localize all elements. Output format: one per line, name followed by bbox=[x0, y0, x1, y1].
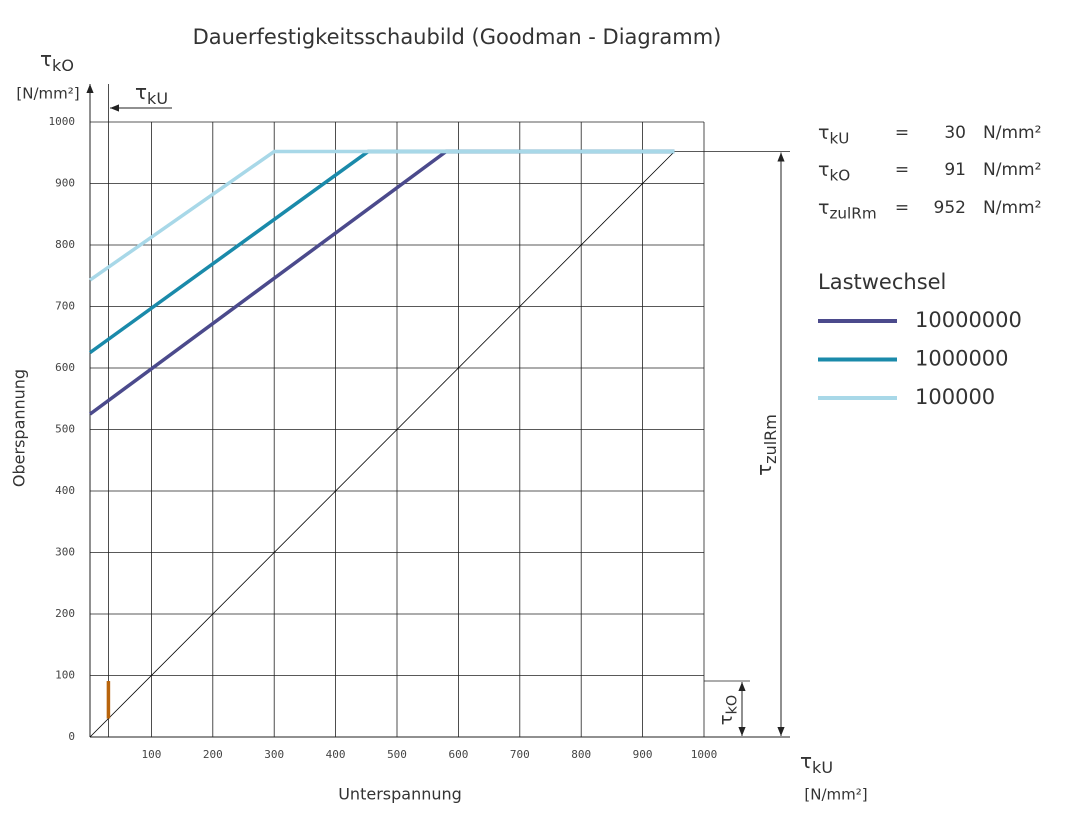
equals: = bbox=[895, 160, 909, 180]
x-tick-label: 800 bbox=[571, 748, 591, 761]
y-tick-label: 300 bbox=[55, 546, 75, 559]
parameter-unit: N/mm² bbox=[983, 123, 1041, 143]
x-tick-label: 600 bbox=[448, 748, 468, 761]
parameter-value: 952 bbox=[934, 198, 966, 218]
equals: = bbox=[895, 123, 909, 143]
x-tick-label: 100 bbox=[141, 748, 161, 761]
equals: = bbox=[895, 198, 909, 218]
legend-label: 1000000 bbox=[915, 347, 1009, 371]
symbol-label: τkU bbox=[800, 749, 833, 777]
x-axis-label: Unterspannung bbox=[338, 785, 462, 804]
symbol-label: τkU bbox=[818, 122, 849, 148]
subscript: kU bbox=[829, 129, 849, 147]
symbol: τ bbox=[800, 749, 812, 773]
y-tick-label: 900 bbox=[55, 177, 75, 190]
series-line bbox=[88, 149, 675, 282]
symbol: τ bbox=[818, 159, 829, 181]
series-line bbox=[88, 149, 675, 355]
x-tick-label: 200 bbox=[203, 748, 223, 761]
symbol: τ bbox=[716, 714, 737, 725]
y-tick-label: 400 bbox=[55, 484, 75, 497]
y-tick-label: 700 bbox=[55, 300, 75, 313]
symbol: τ bbox=[752, 464, 776, 476]
x-tick-label: 400 bbox=[326, 748, 346, 761]
subscript: kU bbox=[812, 758, 833, 777]
legend-label: 10000000 bbox=[915, 308, 1022, 332]
x-tick-label: 500 bbox=[387, 748, 407, 761]
reference-line bbox=[89, 151, 675, 738]
symbol: τ bbox=[818, 197, 829, 219]
symbol-label: τzulRm bbox=[752, 414, 780, 476]
symbol-label: τkO bbox=[818, 159, 850, 185]
x-tick-label: 700 bbox=[510, 748, 530, 761]
x-tick-label: 1000 bbox=[691, 748, 718, 761]
y-tick-label: 0 bbox=[68, 730, 75, 743]
subscript: kO bbox=[829, 166, 850, 184]
parameter-value: 91 bbox=[944, 160, 966, 180]
subscript: kO bbox=[724, 695, 740, 715]
y-tick-label: 800 bbox=[55, 238, 75, 251]
chart-title: Dauerfestigkeitsschaubild (Goodman - Dia… bbox=[193, 25, 722, 49]
symbol-label: τkU bbox=[135, 80, 168, 108]
symbol-label: τzulRm bbox=[818, 197, 877, 223]
symbol: τ bbox=[818, 122, 829, 144]
subscript: kO bbox=[52, 56, 74, 75]
x-tick-label: 900 bbox=[633, 748, 653, 761]
y-axis-unit: [N/mm²] bbox=[16, 85, 79, 103]
y-tick-label: 600 bbox=[55, 361, 75, 374]
legend-label: 100000 bbox=[915, 385, 995, 409]
x-tick-label: 300 bbox=[264, 748, 284, 761]
subscript: kU bbox=[147, 89, 168, 108]
subscript: zulRm bbox=[829, 204, 876, 222]
y-tick-label: 1000 bbox=[49, 115, 76, 128]
symbol: τ bbox=[40, 47, 52, 71]
y-tick-label: 100 bbox=[55, 669, 75, 682]
symbol-label: τkO bbox=[716, 695, 740, 726]
legend-title: Lastwechsel bbox=[818, 270, 946, 294]
y-axis-label: Oberspannung bbox=[10, 369, 29, 487]
symbol-label: τkO bbox=[40, 47, 74, 75]
y-tick-label: 500 bbox=[55, 423, 75, 436]
symbol: τ bbox=[135, 80, 147, 104]
parameter-value: 30 bbox=[944, 123, 966, 143]
x-axis-unit: [N/mm²] bbox=[804, 786, 867, 804]
y-tick-label: 200 bbox=[55, 607, 75, 620]
parameter-unit: N/mm² bbox=[983, 198, 1041, 218]
subscript: zulRm bbox=[761, 414, 780, 464]
parameter-unit: N/mm² bbox=[983, 160, 1041, 180]
series-line bbox=[88, 149, 675, 416]
